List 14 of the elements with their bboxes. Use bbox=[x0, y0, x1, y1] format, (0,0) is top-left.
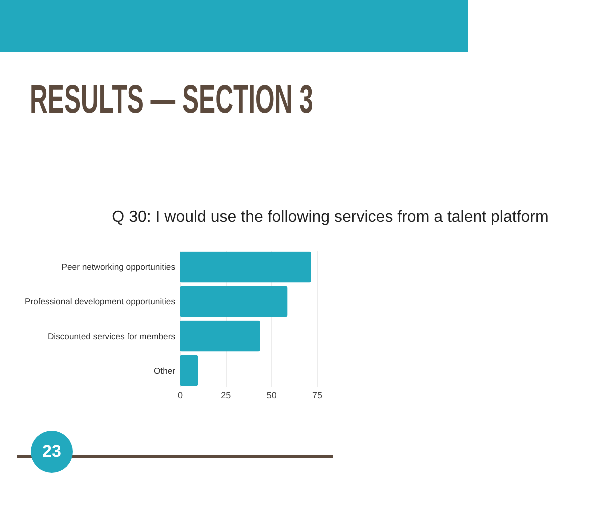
x-tick-label: 50 bbox=[266, 390, 277, 400]
chart-subtitle: Q 30: I would use the following services from a talent platform bbox=[112, 209, 549, 226]
bar bbox=[180, 286, 288, 318]
bar bbox=[180, 252, 312, 283]
y-tick-label: Peer networking opportunities bbox=[62, 262, 176, 272]
chart-title: RESULTS — SECTION 3 bbox=[30, 78, 314, 122]
x-tick-label: 75 bbox=[312, 390, 323, 400]
x-tick-label: 0 bbox=[178, 390, 184, 400]
y-tick-label: Discounted services for members bbox=[48, 331, 176, 342]
bar bbox=[180, 320, 260, 352]
x-tick-label: 25 bbox=[221, 390, 232, 400]
y-tick-label: Professional development opportunities bbox=[25, 296, 176, 307]
y-tick-label: Other bbox=[154, 366, 176, 376]
bar bbox=[180, 355, 198, 386]
